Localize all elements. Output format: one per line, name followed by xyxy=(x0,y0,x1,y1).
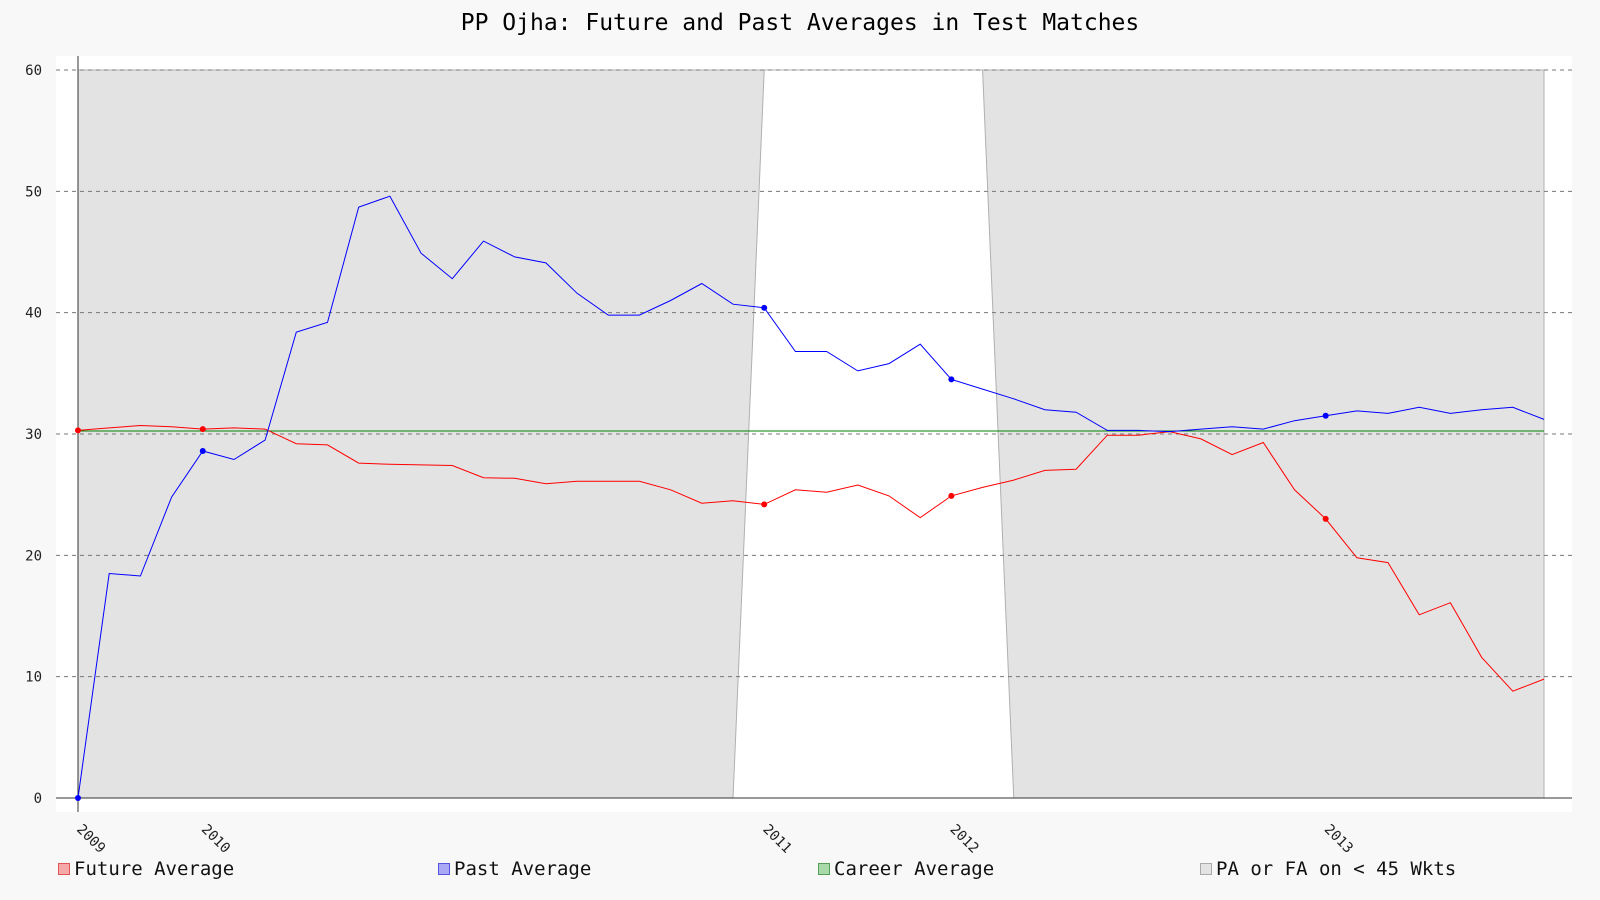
legend-item-career-average[interactable]: Career Average xyxy=(818,858,994,880)
y-tick-label-50: 50 xyxy=(25,184,42,200)
legend-swatch-low-wickets-region xyxy=(1200,863,1212,875)
past-average-point-5 xyxy=(199,447,206,454)
past-average-point-1 xyxy=(75,795,81,801)
y-tick-label-60: 60 xyxy=(25,63,42,79)
legend-label-past-average: Past Average xyxy=(454,858,592,880)
y-tick-label-10: 10 xyxy=(25,670,42,686)
x-tick-label-2010: 2010 xyxy=(198,822,233,857)
legend-label-career-average: Career Average xyxy=(834,858,995,880)
past-average-point-29 xyxy=(948,376,955,383)
y-tick-label-0: 0 xyxy=(34,791,42,807)
future-average-point-1 xyxy=(75,427,81,434)
future-average-point-29 xyxy=(948,492,955,499)
x-tick-label-2011: 2011 xyxy=(759,822,794,857)
y-tick-label-40: 40 xyxy=(25,306,42,322)
future-average-point-23 xyxy=(761,501,768,508)
future-average-point-5 xyxy=(199,426,206,433)
y-tick-label-30: 30 xyxy=(25,427,42,443)
y-tick-label-20: 20 xyxy=(25,548,42,564)
chart-legend: Future Average Past Average Career Avera… xyxy=(0,858,1600,884)
future-average-line xyxy=(77,424,1545,692)
legend-swatch-career-average xyxy=(818,863,830,875)
x-tick-label-2013: 2013 xyxy=(1321,822,1356,857)
future-average-point-41 xyxy=(1322,515,1329,522)
legend-label-future-average: Future Average xyxy=(74,858,235,880)
x-tick-label-2009: 2009 xyxy=(73,822,108,857)
past-average-point-41 xyxy=(1322,412,1329,419)
legend-item-past-average[interactable]: Past Average xyxy=(438,858,591,880)
shaded-region-left xyxy=(77,69,765,799)
legend-label-low-wickets-region: PA or FA on < 45 Wkts xyxy=(1216,858,1457,880)
legend-swatch-future-average xyxy=(58,863,70,875)
past-average-point-23 xyxy=(761,304,768,311)
past-average-line xyxy=(77,195,1545,799)
chart-title: PP Ojha: Future and Past Averages in Tes… xyxy=(460,10,1140,36)
legend-item-future-average[interactable]: Future Average xyxy=(58,858,234,880)
legend-swatch-past-average xyxy=(438,863,450,875)
legend-item-low-wickets-region[interactable]: PA or FA on < 45 Wkts xyxy=(1200,858,1456,880)
x-tick-label-2012: 2012 xyxy=(947,822,982,857)
